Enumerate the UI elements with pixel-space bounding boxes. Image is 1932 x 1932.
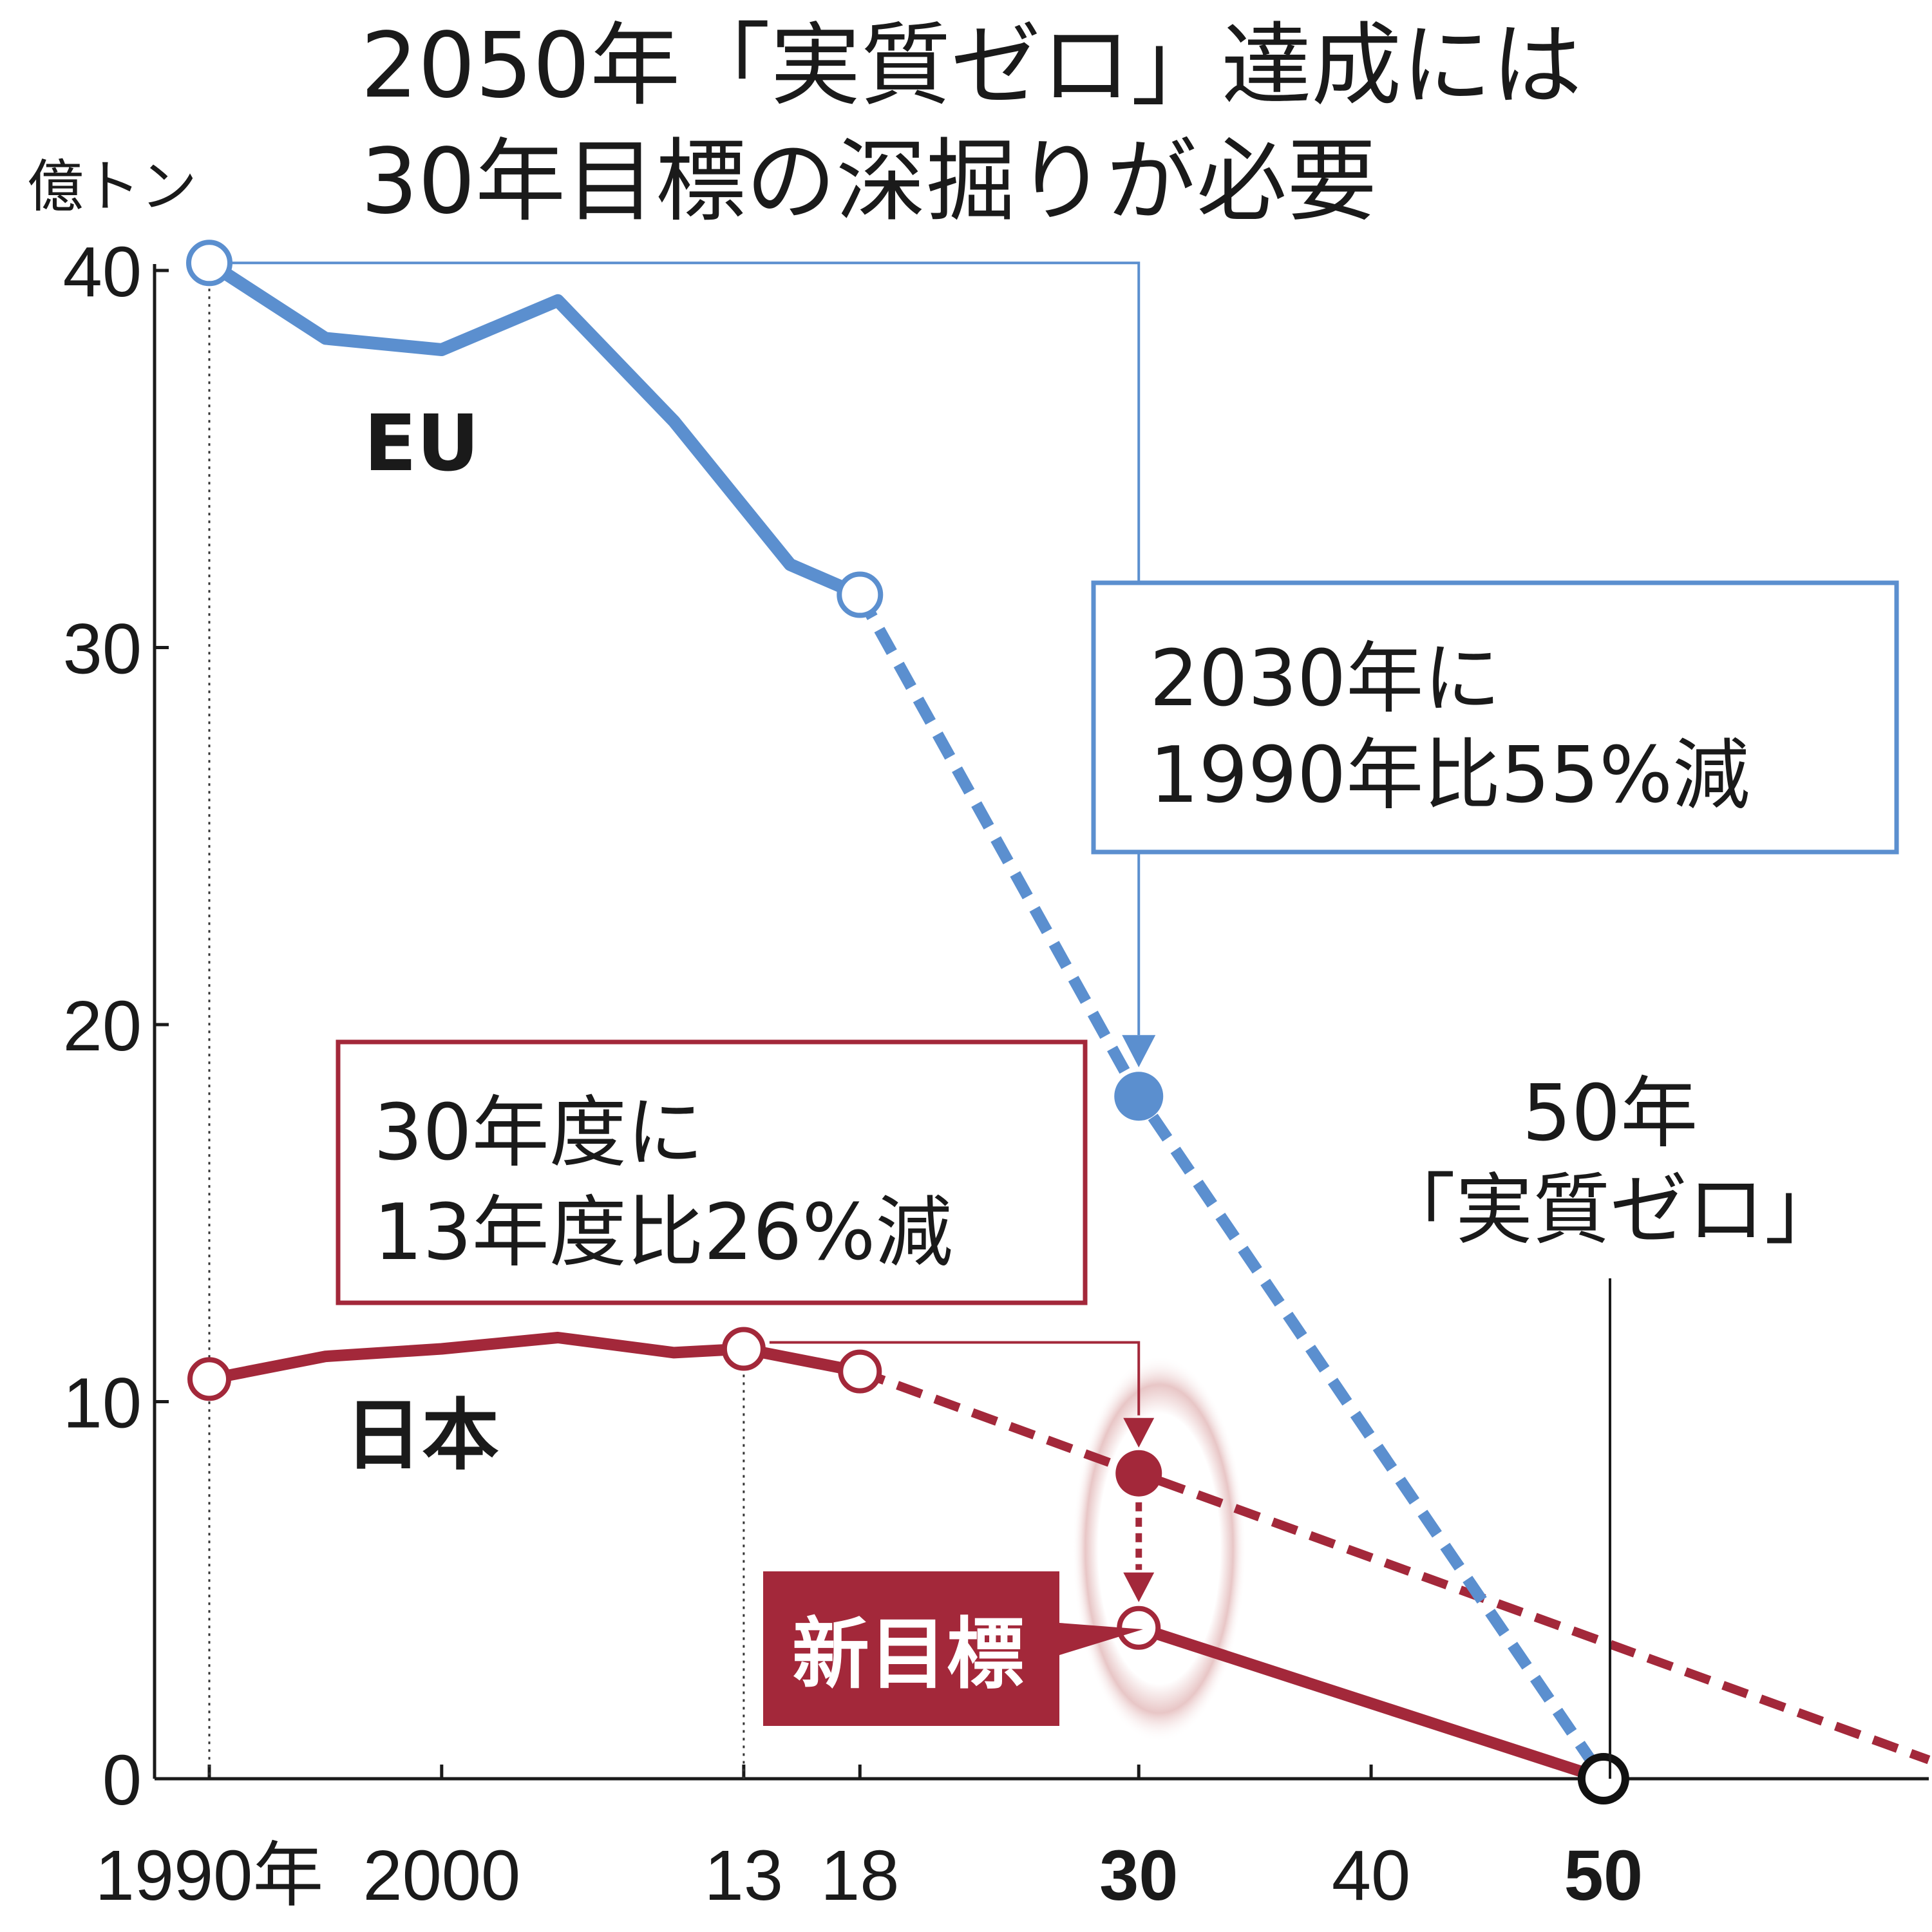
- y-ticks: 0 10 20 30 40: [63, 232, 169, 1820]
- x-ticks: 1990年 2000 13 18 30 40 50: [95, 1765, 1643, 1915]
- x-tick-label: 1990年: [95, 1836, 324, 1915]
- y-axis-unit: 億トン: [27, 153, 197, 220]
- japan-open-marker: [187, 1357, 231, 1401]
- eu-open-marker: [837, 571, 884, 618]
- zero-note-line-2: 「実質ゼロ」: [1378, 1166, 1842, 1255]
- japan-filled-marker: [1115, 1450, 1162, 1497]
- new-target-label: 新目標: [792, 1610, 1024, 1700]
- highlight-ellipse: [1072, 1356, 1246, 1742]
- annotation-arrows: [229, 261, 1156, 1602]
- japan-arrow-line: [769, 1341, 1141, 1416]
- x-tick-label: 40: [1332, 1836, 1410, 1915]
- eu-actual-line: [203, 256, 867, 601]
- eu-filled-marker: [1114, 1072, 1164, 1121]
- zero-note-line-1: 50年: [1522, 1069, 1698, 1159]
- eu-arrow-line-upper: [229, 261, 1141, 583]
- eu-annotation-line-2: 1990年比55%減: [1150, 731, 1750, 820]
- y-tick-label: 20: [63, 987, 142, 1066]
- japan-open-marker: [838, 1349, 882, 1394]
- eu-annotation-line-1: 2030年に: [1150, 634, 1501, 724]
- japan-open-marker: [1117, 1605, 1161, 1650]
- series-label-japan: 日本: [345, 1391, 499, 1481]
- japan-annotation-line-2: 13年度比26%減: [374, 1188, 952, 1278]
- x-tick-label: 50: [1564, 1836, 1643, 1915]
- japan-annotation-box: [336, 1039, 1088, 1305]
- japan-arrow-head: [1123, 1417, 1155, 1448]
- x-tick-label: 18: [820, 1836, 899, 1915]
- new-target-callout: [763, 1571, 1143, 1726]
- zero-marker: [1577, 1753, 1629, 1804]
- guide-lines: [208, 281, 745, 1779]
- x-tick-label: 13: [705, 1836, 783, 1915]
- y-tick-label: 40: [63, 232, 142, 312]
- chart-title-line-2: 30年目標の深掘りが必要: [361, 129, 1377, 234]
- y-tick-label: 0: [102, 1741, 142, 1820]
- y-tick-label: 30: [63, 610, 142, 689]
- eu-arrow-head: [1122, 1035, 1156, 1068]
- series-label-eu: EU: [364, 399, 479, 489]
- eu-annotation-box: [1091, 580, 1899, 855]
- japan-open-marker: [721, 1327, 766, 1371]
- x-tick-label: 2000: [363, 1836, 520, 1915]
- series-lines: [203, 256, 1931, 1785]
- y-tick-label: 10: [63, 1364, 142, 1443]
- eu-open-marker: [186, 240, 232, 287]
- chart-title-line-1: 2050年「実質ゼロ」達成には: [361, 14, 1582, 118]
- japan-annotation-line-1: 30年度に: [374, 1088, 704, 1178]
- x-tick-label: 30: [1099, 1836, 1178, 1915]
- japan-new-target-line: [1133, 1622, 1609, 1785]
- new-target-arrow-head: [1123, 1572, 1155, 1602]
